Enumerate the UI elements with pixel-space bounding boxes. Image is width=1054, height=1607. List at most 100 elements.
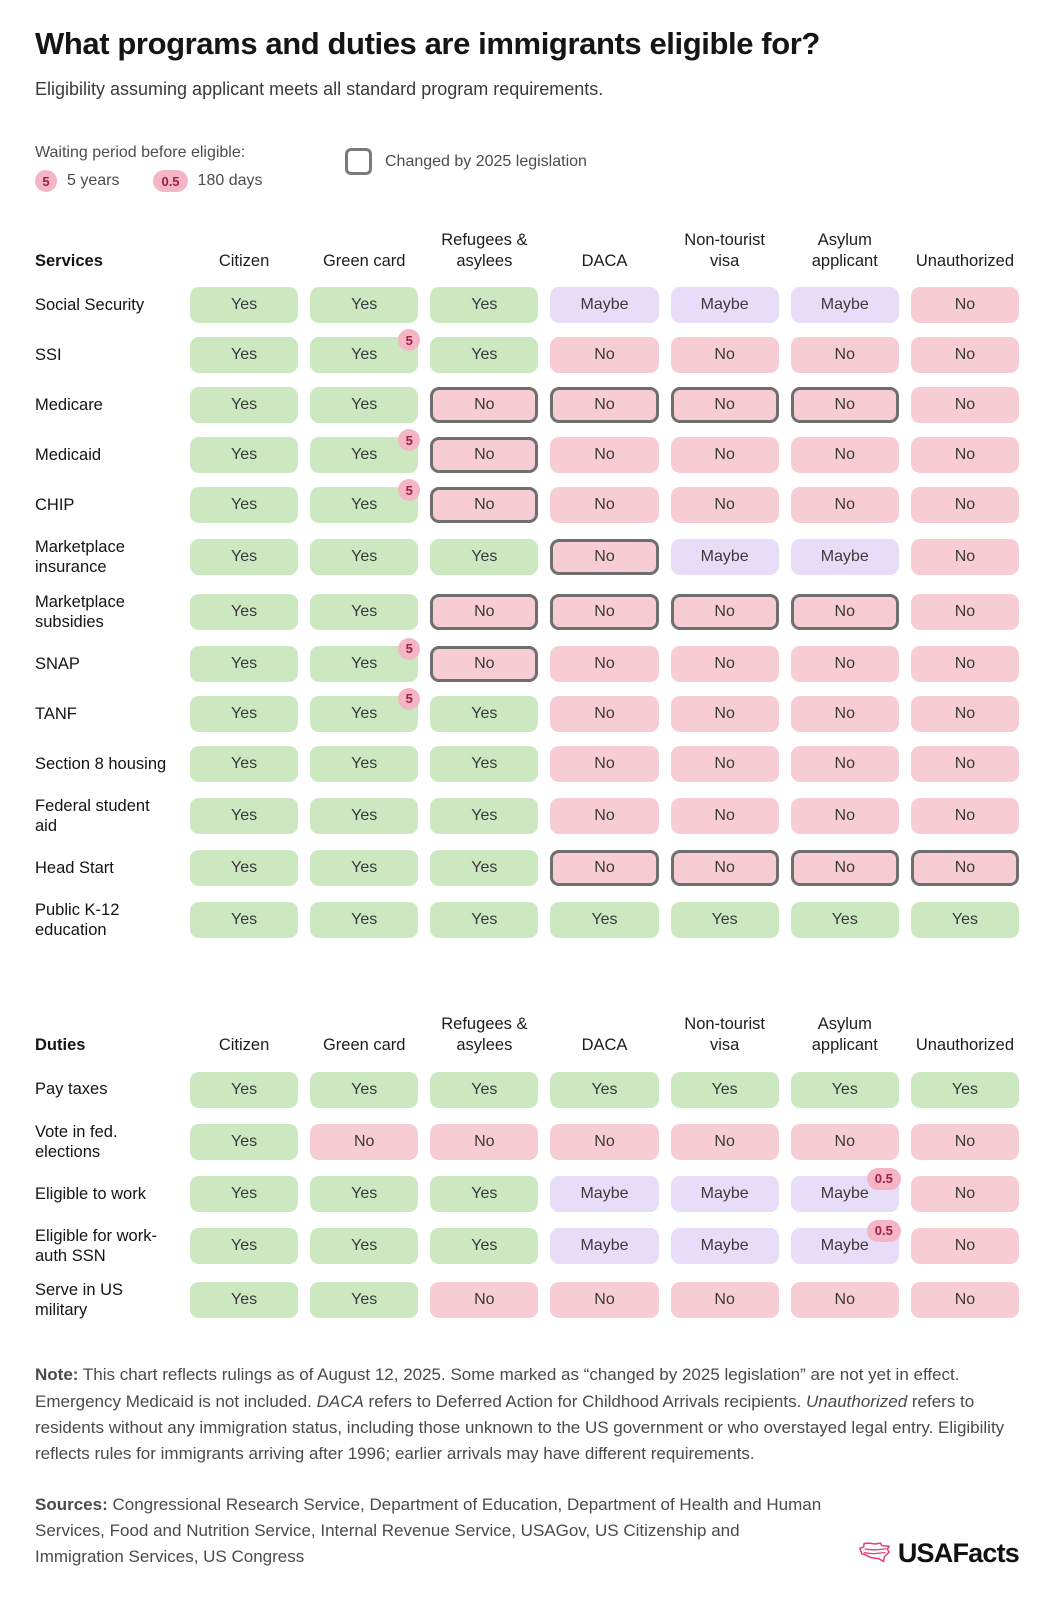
text-run: refers to Deferred Action for Childhood … [363,1391,807,1411]
eligibility-cell: Yes [190,850,299,886]
eligibility-cell: Yes [790,1071,899,1108]
eligibility-cell: No [550,1123,659,1160]
cell-value: No [834,654,855,672]
cell-value: Yes [231,1184,258,1202]
eligibility-cell: Yes [550,902,659,939]
row-label: Marketplace insurance [35,538,125,577]
cell-value: Maybe [700,548,749,566]
legend-changed: Changed by 2025 legislation [345,148,587,175]
eligibility-cell: Yes [430,695,539,732]
eligibility-cell: Yes [430,902,539,939]
eligibility-cell: Maybe 0.5 [790,1219,901,1264]
cell-value: Yes [471,859,498,876]
cell-value: Yes [351,346,378,364]
eligibility-cell: Yes [310,287,419,324]
cell-value: Yes [351,548,378,566]
cell-value: No [474,446,495,464]
table-row: Medicare Yes Yes No No No No No [35,387,1019,424]
column-header: DACA [581,1035,628,1054]
eligibility-cell: Yes [190,1227,299,1264]
eligibility-cell: No [550,695,659,732]
cell-value: Yes [351,602,378,620]
eligibility-cell: Maybe [670,539,779,576]
usafacts-wordmark: USAFacts [897,1537,1020,1568]
cell-value: Maybe [820,296,869,314]
eligibility-cell: No [670,437,779,474]
eligibility-cell: Yes [190,1175,299,1212]
cell-value: No [834,1132,855,1150]
cell-value: No [714,806,735,824]
eligibility-cell: Yes 5 [310,479,421,524]
eligibility-cell: Yes [190,645,299,682]
eligibility-tables: Services Citizen Green card Refugees & asyl… [35,230,1019,1320]
cell-value: No [954,754,976,772]
cell-value: No [594,602,615,620]
legend: Waiting period before eligible: 5 5 year… [35,144,1019,192]
eligibility-cell: Yes [190,487,299,524]
text-run: This chart reflects rulings as of August… [35,1365,960,1411]
footnote: Note: This chart reflects rulings as of … [35,1362,1019,1467]
cell-value: Yes [471,548,498,566]
cell-value: Yes [591,1080,618,1098]
us-map-icon [858,1542,890,1563]
cell-value: Yes [471,296,498,314]
eligibility-cell: No [430,487,539,524]
waiting-period-badge: 5 [398,479,421,502]
eligibility-cell: No [670,1123,779,1160]
cell-value: No [954,1236,976,1254]
cell-value: Yes [231,654,258,672]
column-header: Unauthorized [915,251,1014,270]
waiting-period-badge: 5 [398,637,421,660]
eligibility-cell: No [430,593,539,630]
row-label: Head Start [35,858,114,877]
eligibility-cell: No [670,337,779,374]
eligibility-cell: Yes [310,1227,419,1264]
cell-value: No [834,754,855,772]
eligibility-cell: No [910,797,1019,834]
eligibility-cell: No [430,1123,539,1160]
eligibility-cell: Maybe [550,287,659,324]
row-label: Marketplace subsidies [35,592,125,631]
eligibility-cell: Yes [190,902,299,939]
row-label: Federal student aid [35,796,150,835]
cell-value: No [834,396,855,414]
cell-value: Yes [471,1236,498,1254]
eligibility-cell: No [670,593,779,630]
eligibility-cell: Yes [310,745,419,782]
eligibility-cell: Yes [310,850,419,886]
cell-value: Yes [231,1291,258,1309]
cell-value: Yes [351,496,378,514]
cell-value: No [954,446,976,464]
cell-value: No [954,1132,976,1150]
column-header: DACA [581,251,628,270]
cell-value: Yes [231,446,258,464]
cell-value: Yes [231,346,258,364]
cell-value: Yes [471,754,498,772]
eligibility-cell: Yes [190,287,299,324]
cell-value: No [594,1291,615,1309]
cell-value: No [954,496,976,514]
eligibility-cell: No [910,745,1019,782]
eligibility-cell: Yes [190,1282,299,1319]
column-header-row: Services Citizen Green card Refugees & asyl… [35,230,1019,271]
column-header: Asylum applicant [811,1015,878,1054]
eligibility-cell: No [670,695,779,732]
cell-value: No [474,602,495,620]
waiting-period-badge: 5 [398,687,421,710]
cell-value: Yes [351,1291,378,1309]
cell-value: Yes [351,911,378,929]
column-header: Refugees & asylees [441,231,528,270]
cell-value: No [954,1291,976,1309]
eligibility-cell: No [550,850,659,886]
cell-value: No [954,859,976,876]
table-row: Vote in fed. elections Yes No No No No No No [35,1122,1019,1162]
eligibility-cell: No [790,695,899,732]
legend-waiting-badges: 5 5 years 0.5 180 days [35,170,345,192]
cell-value: Yes [351,446,378,464]
eligibility-cell: No [790,437,899,474]
column-header: Citizen [218,1035,270,1054]
cell-value: No [714,859,735,876]
eligibility-cell: Yes [910,1071,1019,1108]
table-row: Marketplace insurance Yes Yes Yes No Maybe May… [35,537,1019,577]
eligibility-cell: No [670,645,779,682]
